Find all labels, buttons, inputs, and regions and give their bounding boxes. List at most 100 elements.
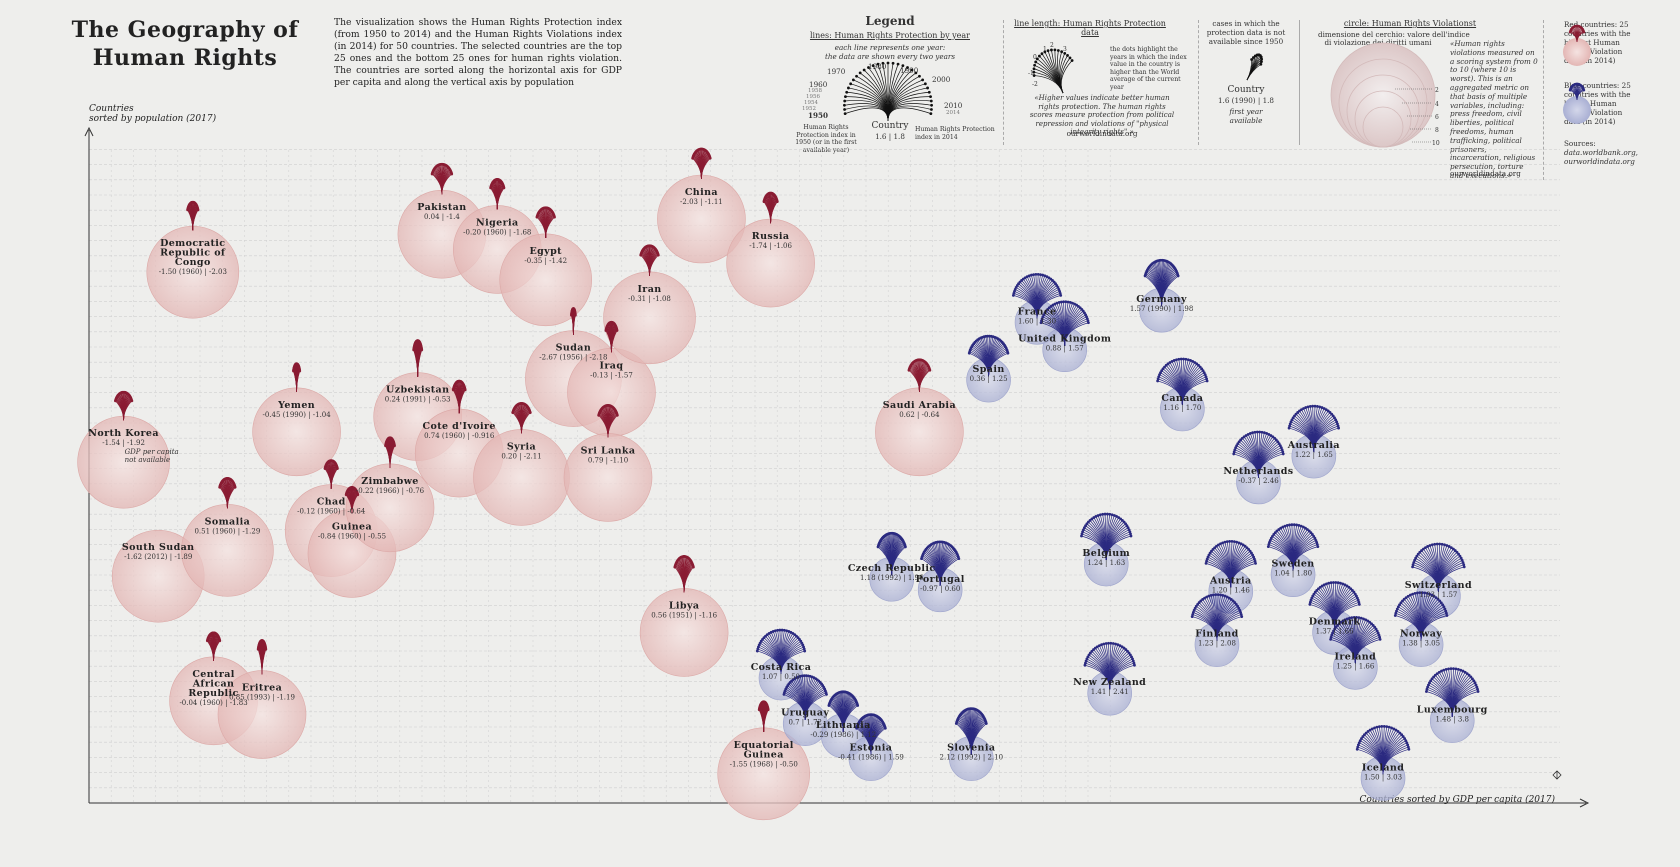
value-new-zealand: 1.41 | 2.41: [1091, 688, 1129, 696]
fan-dot: [553, 215, 556, 219]
fan-dot: [1120, 645, 1124, 649]
fan-dot: [1398, 603, 1401, 607]
fan-dot: [1128, 530, 1132, 534]
fan-dot: [1098, 513, 1102, 517]
fan-dot: [849, 82, 853, 86]
fan-sri-lanka: [597, 404, 619, 438]
fan-dot: [1337, 426, 1340, 430]
value-yemen: -0.45 (1990) | -1.04: [262, 411, 331, 419]
fan-line: [1292, 546, 1318, 571]
legend-na-fan: [1246, 53, 1264, 81]
fan-dot: [1582, 88, 1586, 92]
fan-dot: [845, 90, 849, 94]
label-line: Estonia: [850, 743, 893, 754]
label-line: Democratic: [160, 238, 225, 249]
fan-dot: [1062, 300, 1065, 304]
fan-dot: [1357, 603, 1361, 606]
fan-dot: [298, 369, 302, 373]
fan-dot: [1398, 731, 1402, 735]
fan-dot: [1329, 635, 1333, 639]
fan-dot: [1339, 581, 1342, 585]
fan-dot: [1241, 543, 1245, 547]
fan-dot: [1100, 643, 1103, 647]
fan-dot: [1432, 675, 1436, 679]
fan-dot: [1050, 48, 1053, 52]
fan-iran: [639, 244, 660, 276]
value-costa-rica: 1.07 | 0.50: [762, 673, 800, 681]
fan-line: [417, 349, 423, 377]
fan-dot: [1408, 593, 1412, 597]
fan-dot: [1315, 543, 1319, 546]
fan-dot: [1433, 542, 1437, 546]
fan-czech-republic: [876, 531, 907, 576]
fan-dot: [843, 108, 846, 111]
label-iran: Iran: [637, 284, 661, 295]
fan-dot: [1060, 50, 1064, 54]
fan-dot: [1472, 679, 1476, 683]
fan-dot: [1251, 431, 1255, 435]
fan-dot: [1156, 377, 1160, 381]
fan-dot: [1237, 541, 1241, 545]
fan-line: [296, 370, 301, 392]
fan-line: [1216, 616, 1242, 641]
compass-icon: [1552, 770, 1562, 780]
legend-separator-3: [1299, 20, 1300, 145]
fan-line: [701, 158, 711, 180]
fan-dot: [1411, 592, 1415, 596]
value-iraq: -0.13 | -1.57: [590, 371, 633, 379]
fan-dot: [1265, 432, 1269, 435]
fan-dot: [1336, 424, 1340, 428]
fan-line: [227, 487, 236, 509]
fan-dot: [1170, 359, 1174, 363]
fan-dot: [1101, 512, 1105, 516]
fan-dot: [1402, 597, 1406, 601]
fan-lithuania: [827, 690, 860, 732]
fan-dot: [1204, 375, 1208, 379]
fan-line: [351, 494, 359, 514]
fan-dot: [1395, 607, 1399, 611]
fan-dot: [1156, 379, 1160, 383]
fan-dot: [1406, 743, 1410, 747]
fan-dot: [843, 112, 847, 116]
value-france: 1.60 | 1.30: [1018, 317, 1056, 325]
legend-dots-note: the dots highlight the years in which th…: [1110, 46, 1187, 91]
fan-dot: [1396, 730, 1400, 733]
fan-united-kingdom: [1039, 300, 1090, 346]
label-denmark: Denmark: [1309, 616, 1361, 627]
fan-dot: [1456, 667, 1460, 671]
fan-dot: [1225, 595, 1229, 599]
fan-dot: [926, 86, 929, 90]
label-line: Austria: [1209, 575, 1252, 586]
fan-dot: [1436, 597, 1440, 601]
fan-dot: [1207, 594, 1211, 598]
fan-costa-rica: [755, 628, 807, 675]
fan-dot: [1288, 424, 1291, 428]
fan-pakistan: [430, 162, 454, 195]
fan-dot: [858, 71, 862, 75]
label-france: France: [1018, 306, 1057, 317]
fan-dot: [1043, 50, 1047, 54]
label-estonia: Estonia: [850, 743, 893, 754]
legend-tick-m2: -2: [1032, 81, 1038, 88]
note-line: not available: [125, 456, 171, 464]
fan-dot: [856, 704, 860, 707]
fan-dot: [1377, 725, 1381, 729]
fan-dot: [825, 693, 828, 696]
fan-dot: [1445, 544, 1449, 547]
fan-dot: [1118, 644, 1122, 648]
fan-dot: [1205, 379, 1209, 383]
fan-dot: [1030, 273, 1033, 277]
legend-size-circle: [1330, 42, 1436, 148]
label-line: Netherlands: [1223, 466, 1293, 477]
fan-dot: [1375, 725, 1379, 729]
fan-dot: [1430, 593, 1434, 597]
label-line: Republic: [188, 688, 238, 699]
fan-dot: [218, 639, 222, 643]
fan-dot: [1059, 300, 1063, 304]
fan-dot: [1302, 407, 1305, 410]
value-iran: -0.31 | -1.08: [628, 295, 671, 303]
label-belgium: Belgium: [1082, 548, 1130, 559]
fan-dot: [1432, 594, 1436, 598]
fan-dot: [1292, 523, 1296, 527]
fan-dot: [1056, 49, 1060, 52]
